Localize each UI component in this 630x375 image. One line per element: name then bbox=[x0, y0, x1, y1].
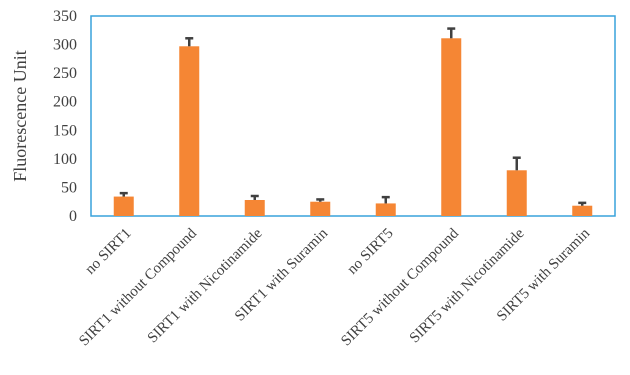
y-tick-label: 0 bbox=[69, 208, 77, 225]
y-tick-label: 50 bbox=[61, 179, 77, 196]
bar bbox=[310, 201, 331, 216]
y-tick-label: 300 bbox=[53, 37, 77, 54]
x-tick-label: SIRT5 without Compound bbox=[338, 225, 462, 349]
bars-group bbox=[113, 38, 593, 217]
y-tick-label: 150 bbox=[53, 122, 77, 139]
bar bbox=[113, 196, 134, 216]
bar bbox=[179, 46, 200, 217]
y-axis-ticks: 0 50 100 150 200 250 300 350 bbox=[53, 8, 77, 225]
y-tick-label: 200 bbox=[53, 94, 77, 111]
y-tick-label: 350 bbox=[53, 8, 77, 25]
y-tick-label: 100 bbox=[53, 151, 77, 168]
bar bbox=[572, 205, 593, 216]
y-tick-label: 250 bbox=[53, 65, 77, 82]
plot-frame bbox=[90, 15, 616, 217]
bar bbox=[375, 203, 396, 216]
y-axis-label: Fluorescence Unit bbox=[10, 50, 30, 181]
bar bbox=[441, 38, 462, 217]
x-tick-label: SIRT5 with Nicotinamide bbox=[407, 225, 528, 346]
bar bbox=[506, 170, 527, 216]
x-tick-label: no SIRT5 bbox=[344, 226, 396, 278]
error-bars-group bbox=[119, 27, 587, 206]
x-tick-label: no SIRT1 bbox=[82, 226, 134, 278]
bar bbox=[244, 200, 265, 216]
x-tick-label: SIRT1 with Nicotinamide bbox=[145, 225, 266, 346]
x-tick-label: SIRT1 without Compound bbox=[76, 225, 200, 349]
